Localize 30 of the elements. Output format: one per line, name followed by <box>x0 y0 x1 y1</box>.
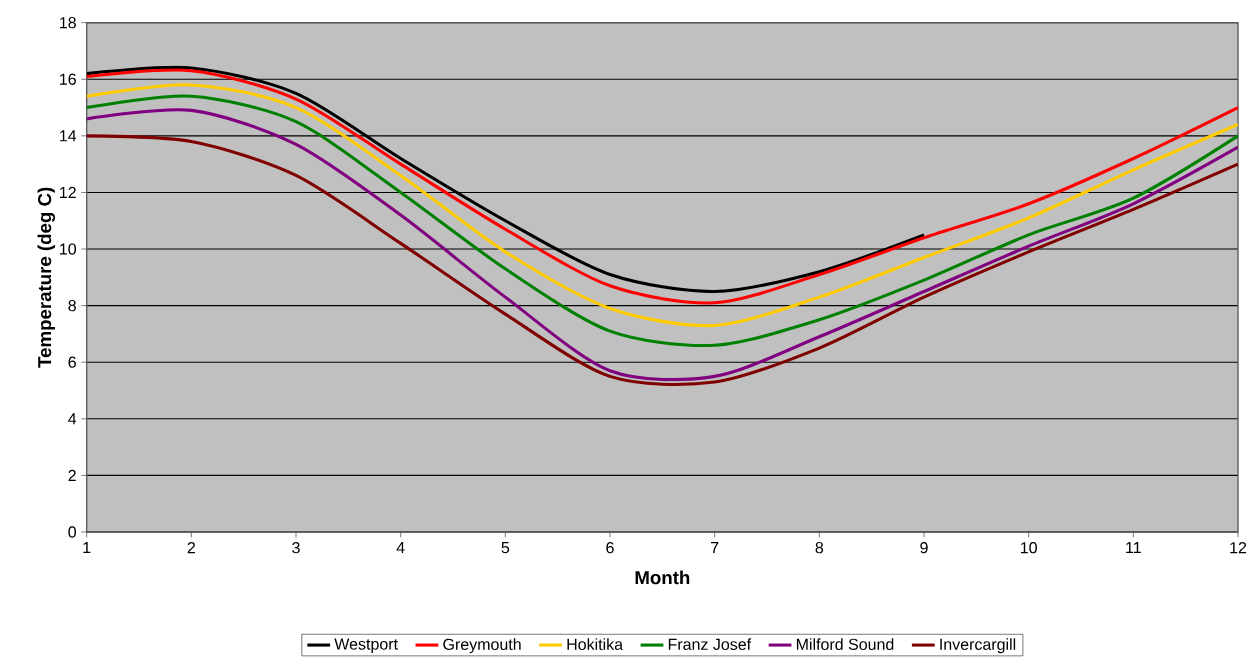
y-tick-label: 8 <box>68 299 76 312</box>
y-tick-label: 4 <box>68 413 77 425</box>
legend-label: Hokitika <box>567 638 624 650</box>
legend-label: Invercargill <box>940 638 1016 654</box>
legend-label: Westport <box>334 638 398 653</box>
x-tick-label: 12 <box>1230 541 1247 554</box>
x-tick-label: 7 <box>711 541 719 553</box>
y-tick-label: 6 <box>68 356 76 368</box>
x-tick-label: 8 <box>815 541 824 554</box>
y-tick-label: 10 <box>60 243 77 255</box>
x-tick-label: 9 <box>920 541 928 554</box>
y-tick-label: 2 <box>68 469 76 481</box>
y-tick-label: 18 <box>60 16 76 29</box>
y-tick-label: 12 <box>60 186 76 198</box>
x-tick-label: 11 <box>1126 541 1141 553</box>
x-tick-label: 10 <box>1020 541 1037 554</box>
x-tick-label: 4 <box>396 541 405 553</box>
legend-label: Franz Josef <box>668 638 752 650</box>
legend-label: Greymouth <box>443 638 521 654</box>
y-tick-label: 14 <box>60 130 77 142</box>
y-tick-label: 16 <box>60 73 76 85</box>
x-tick-label: 6 <box>606 541 614 554</box>
x-axis-title: Month <box>635 570 690 585</box>
y-axis-title: Temperature (deg C) <box>37 187 56 368</box>
legend-label: Milford Sound <box>796 638 894 650</box>
x-tick-label: 3 <box>292 541 300 554</box>
x-tick-label: 2 <box>187 541 195 554</box>
y-tick-label: 0 <box>68 526 77 538</box>
x-tick-label: 1 <box>83 541 91 553</box>
x-tick-label: 5 <box>501 541 510 554</box>
